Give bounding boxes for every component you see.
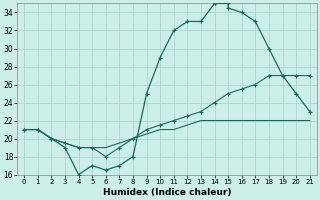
X-axis label: Humidex (Indice chaleur): Humidex (Indice chaleur) [103,188,231,197]
